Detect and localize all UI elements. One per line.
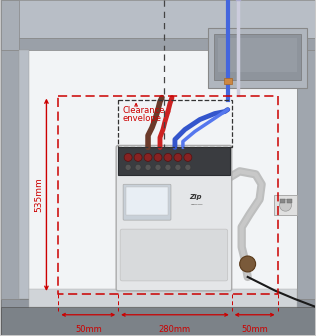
Text: 280mm: 280mm [159,325,191,334]
Bar [58,96,277,294]
Circle shape [240,256,256,272]
Circle shape [155,164,161,170]
Bar [208,28,307,88]
Circle shape [134,154,142,161]
FancyBboxPatch shape [116,145,232,291]
Polygon shape [1,0,315,38]
Circle shape [125,164,131,170]
Bar [1,299,315,335]
Circle shape [175,164,181,170]
Bar [118,99,232,148]
Bar [218,38,297,72]
Bar [118,148,230,175]
Bar [19,50,28,299]
Circle shape [280,199,291,211]
Circle shape [135,164,141,170]
Circle shape [185,164,191,170]
Text: 535mm: 535mm [34,177,43,212]
Text: envelope: envelope [122,114,161,123]
FancyBboxPatch shape [123,184,171,220]
Bar [280,199,284,203]
Bar [224,78,232,84]
Polygon shape [1,38,315,50]
Circle shape [165,164,171,170]
Bar [1,50,19,299]
Circle shape [184,154,192,161]
Bar [214,34,301,80]
Circle shape [144,154,152,161]
Circle shape [124,154,132,161]
Bar [297,50,315,299]
Circle shape [145,164,151,170]
Bar [28,289,297,307]
Text: 50mm: 50mm [75,325,102,334]
Bar [1,307,315,335]
Bar [288,199,293,203]
Circle shape [164,154,172,161]
Circle shape [154,154,162,161]
Text: Zip: Zip [190,194,202,200]
Bar [274,195,297,215]
Bar [126,187,168,215]
Polygon shape [1,0,19,50]
Text: 50mm: 50mm [241,325,268,334]
Circle shape [174,154,182,161]
FancyBboxPatch shape [120,229,228,281]
Text: ─────: ───── [190,203,202,207]
Text: Clearance: Clearance [122,106,165,115]
Bar [28,50,297,297]
